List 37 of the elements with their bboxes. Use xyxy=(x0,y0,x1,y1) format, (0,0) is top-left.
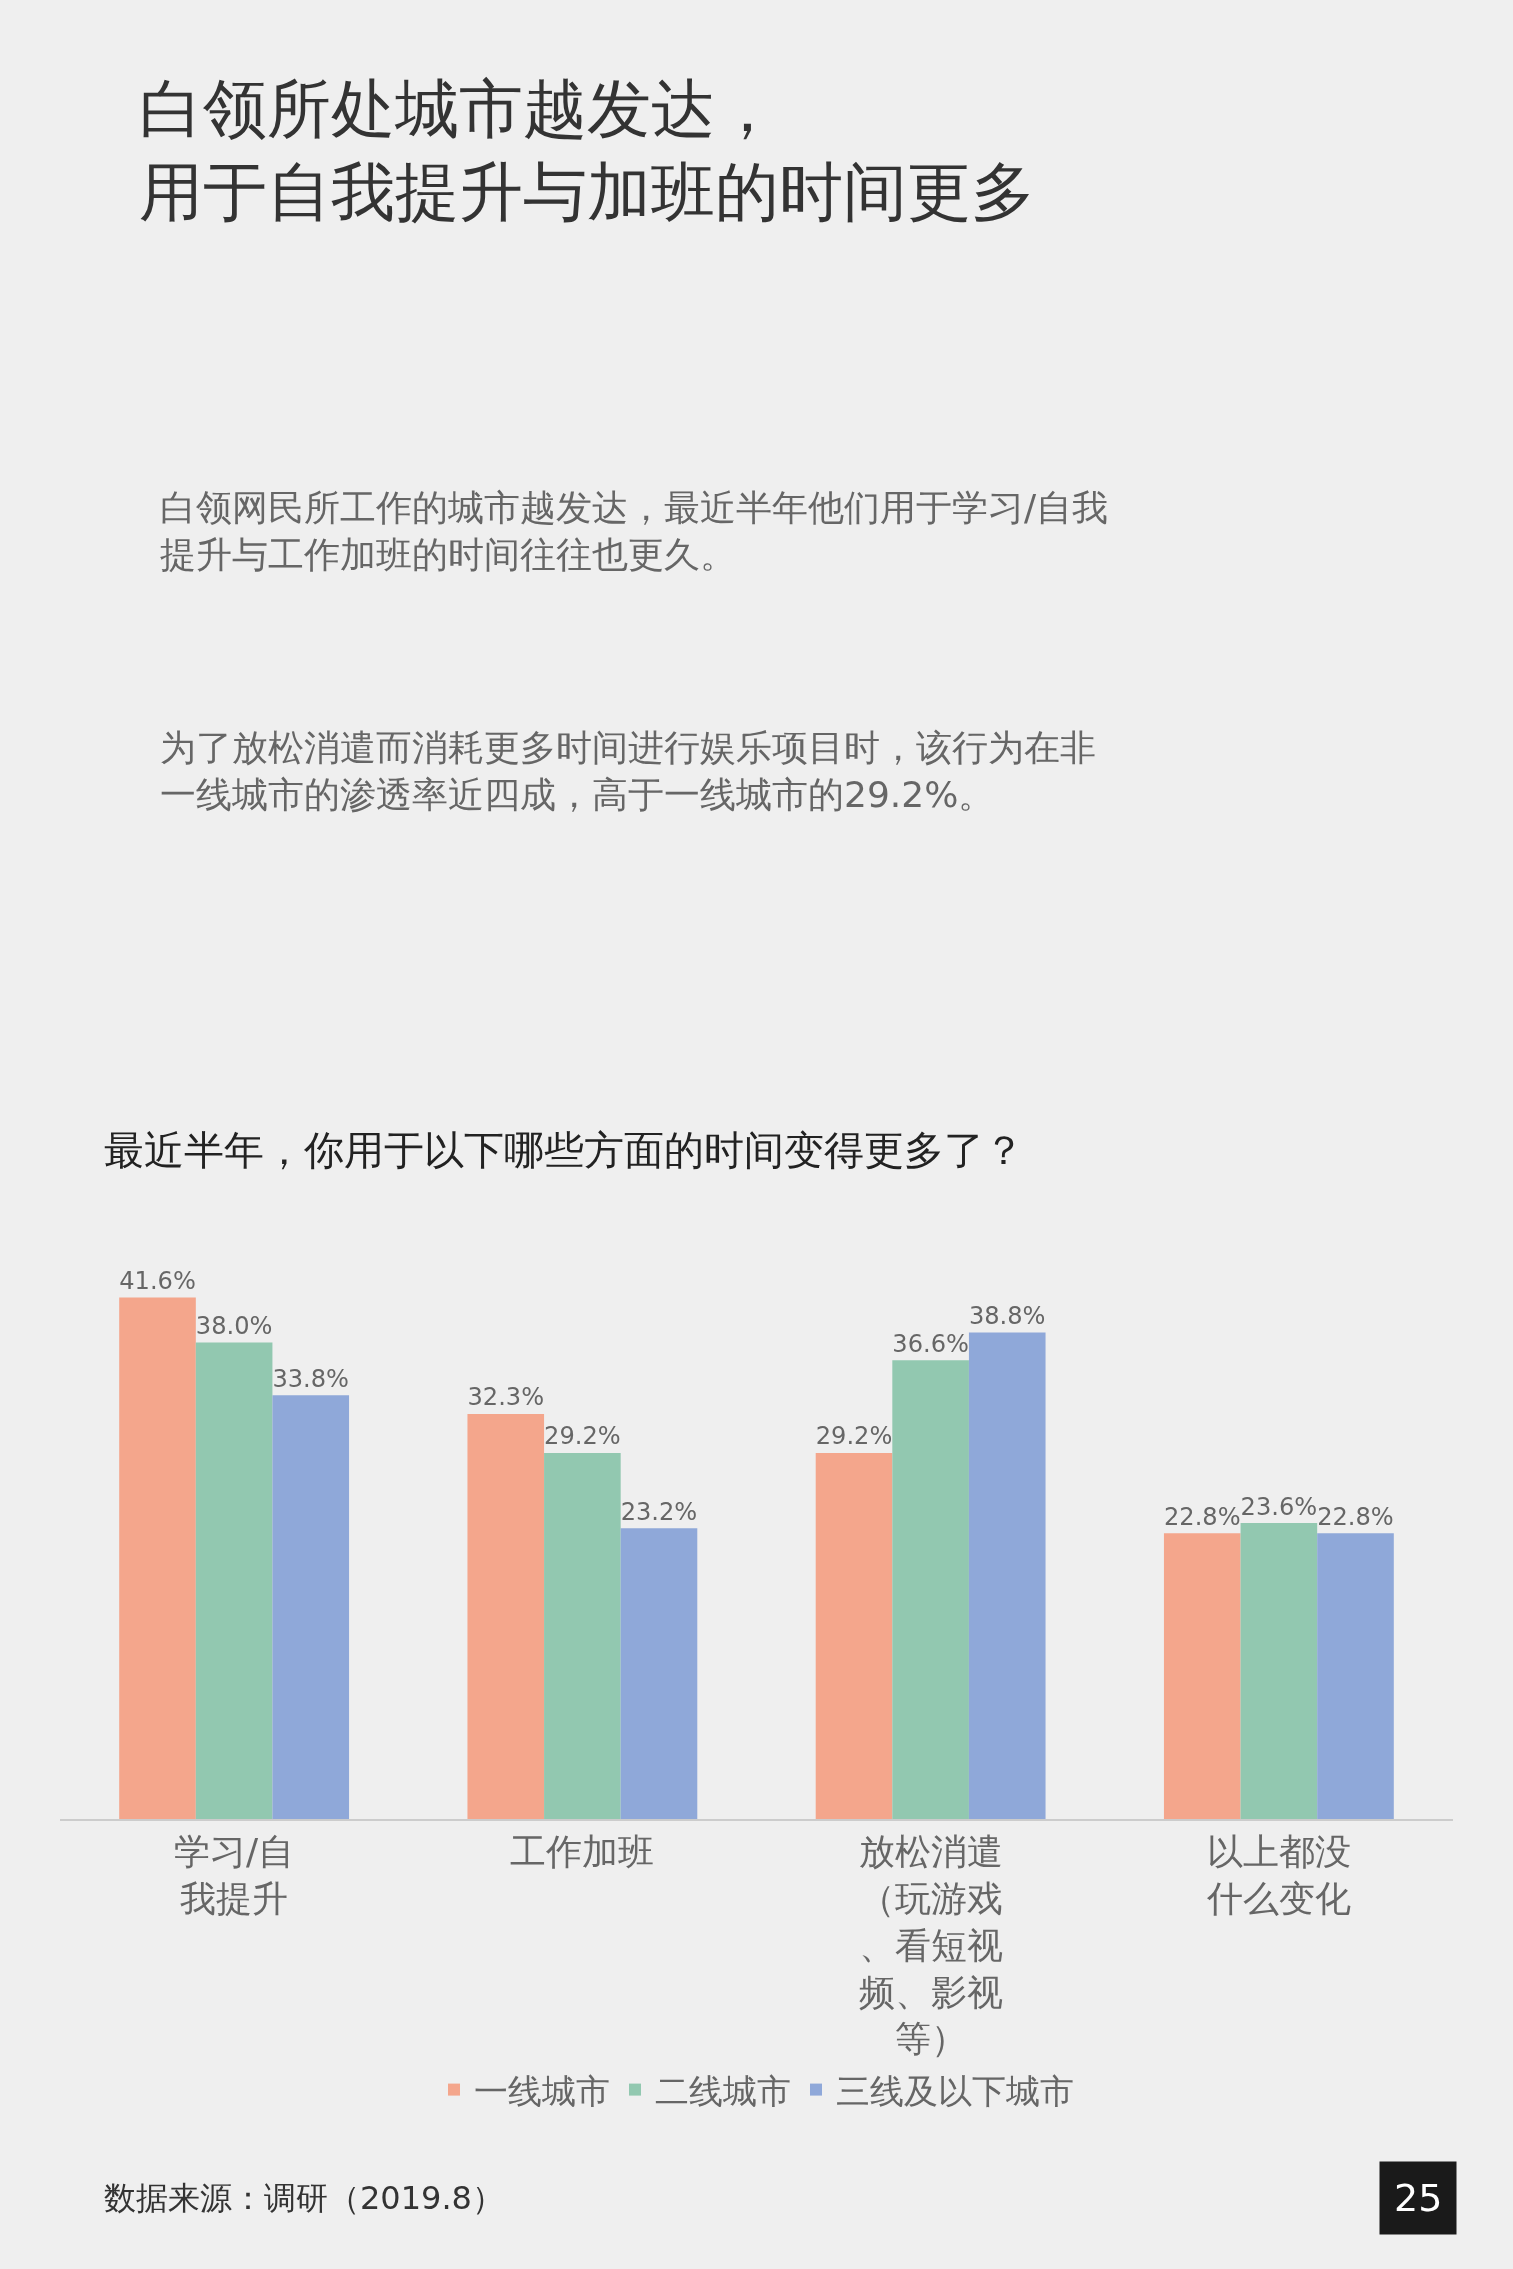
bar xyxy=(1163,1533,1241,1819)
x-tick-label: 学习/自我提升 xyxy=(174,1831,295,1919)
bar xyxy=(620,1528,698,1819)
bar xyxy=(968,1332,1046,1819)
legend-label: 二线城市 xyxy=(655,2070,791,2111)
data-label: 32.3% xyxy=(467,1383,545,1412)
text: 25 xyxy=(1394,2176,1443,2220)
chart-title: 白领所处城市越发达，用于自我提升与加班的时间更多 xyxy=(139,72,1035,230)
data-label: 36.6% xyxy=(892,1329,969,1358)
bar xyxy=(1317,1533,1394,1819)
data-label: 29.2% xyxy=(815,1422,893,1451)
x-tick-label: 放松消遣（玩游戏、看短视频、影视等） xyxy=(858,1831,1003,2060)
bar xyxy=(195,1342,273,1819)
data-label: 22.8% xyxy=(1163,1502,1241,1531)
data-label: 38.0% xyxy=(195,1312,273,1341)
data-label: 38.8% xyxy=(968,1301,1046,1330)
bar xyxy=(544,1452,621,1819)
data-label: 33.8% xyxy=(272,1364,350,1393)
data-label: 23.2% xyxy=(620,1497,698,1526)
bar xyxy=(1240,1523,1318,1819)
legend-label: 一线城市 xyxy=(474,2070,610,2111)
data-label: 22.8% xyxy=(1317,1502,1394,1531)
x-tick-label: 以上都没什么变化 xyxy=(1205,1831,1351,1919)
legend-label: 三线及以下城市 xyxy=(836,2070,1074,2111)
data-label: 41.6% xyxy=(119,1266,196,1295)
text: 为了放松消遣而消耗更多时间进行娱乐项目时，该行为在非一线城市的渗透率近四成，高于一线城市的29.2%。 xyxy=(160,727,1096,815)
bar xyxy=(272,1395,350,1819)
source-note: 数据来源：调研（2019.8） xyxy=(104,2179,504,2217)
bar xyxy=(892,1360,969,1819)
chart-subtitle: 白领网民所工作的城市越发达，最近半年他们用于学习/自我提升与工作加班的时间往往也更久。 xyxy=(160,487,1109,575)
data-label: 29.2% xyxy=(544,1422,621,1451)
data-label: 23.6% xyxy=(1240,1492,1318,1521)
x-tick-label: 工作加班 xyxy=(510,1831,655,1873)
text: 最近半年，你用于以下哪些方面的时间变得更多了？ xyxy=(104,1127,1024,1173)
bar xyxy=(467,1414,545,1819)
bar xyxy=(815,1452,893,1819)
bar xyxy=(119,1297,196,1819)
